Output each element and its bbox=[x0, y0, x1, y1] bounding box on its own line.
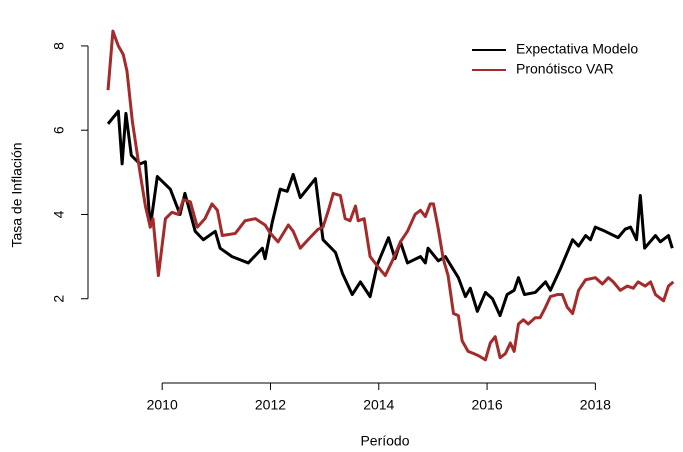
legend-label: Expectativa Modelo bbox=[516, 41, 638, 57]
y-tick-label: 4 bbox=[51, 210, 67, 218]
x-tick-label: 2010 bbox=[147, 397, 178, 413]
x-tick-label: 2014 bbox=[363, 397, 394, 413]
y-tick-label: 2 bbox=[51, 295, 67, 303]
x-tick-label: 2012 bbox=[255, 397, 286, 413]
legend-label: Pronótisco VAR bbox=[516, 61, 614, 77]
y-axis-title: Tasa de Inflación bbox=[9, 142, 25, 247]
y-tick-label: 6 bbox=[51, 126, 67, 134]
series-line bbox=[106, 29, 675, 362]
x-axis-title: Período bbox=[360, 433, 409, 449]
x-tick-label: 2016 bbox=[471, 397, 502, 413]
x-tick-label: 2018 bbox=[580, 397, 611, 413]
y-tick-label: 8 bbox=[51, 42, 67, 50]
series-line bbox=[106, 109, 674, 318]
